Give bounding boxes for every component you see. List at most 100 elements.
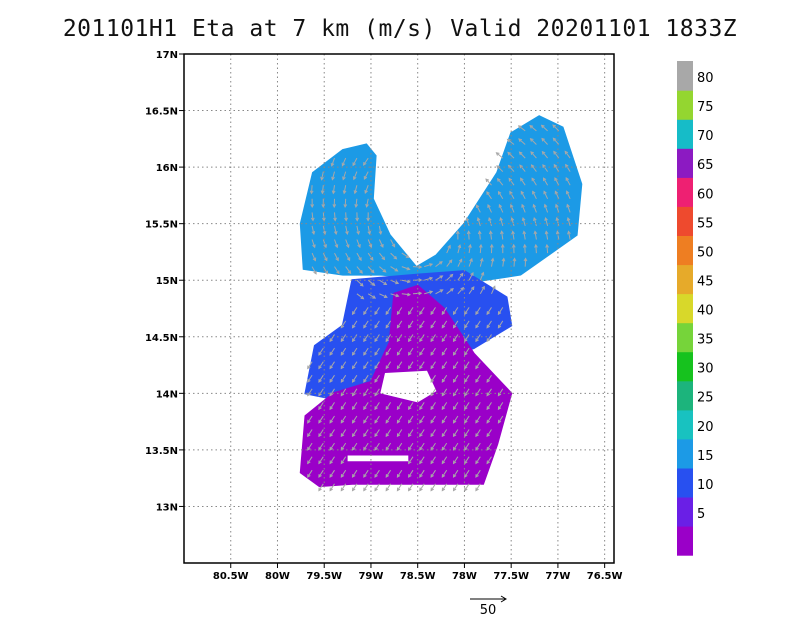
y-tick-label: 15N <box>156 276 178 287</box>
wind-vector <box>430 402 436 411</box>
colorbar-segment <box>677 409 693 440</box>
wind-vector <box>497 402 504 411</box>
wind-vector <box>363 415 369 424</box>
wind-vector <box>396 469 403 478</box>
colorbar-label: 65 <box>697 158 714 173</box>
wind-vector <box>351 483 358 492</box>
wind-vector <box>333 225 338 236</box>
wind-vector <box>464 374 470 383</box>
wind-vector <box>475 469 481 478</box>
wind-vector <box>345 252 351 262</box>
y-tick-label: 17N <box>156 50 178 61</box>
wind-vector <box>501 257 506 267</box>
wind-vector <box>452 388 459 397</box>
wind-vector <box>351 361 358 370</box>
wind-vector <box>486 191 492 200</box>
wind-vector <box>545 243 550 254</box>
wind-vector <box>475 483 481 492</box>
wind-vector <box>345 225 349 236</box>
wind-vector <box>363 442 369 451</box>
wind-vector <box>385 307 392 316</box>
wind-vector <box>321 198 326 209</box>
wind-vector <box>320 171 324 181</box>
wind-vector <box>408 347 414 356</box>
colorbar-segment <box>677 119 693 149</box>
wind-vector <box>363 334 369 343</box>
wind-vector <box>307 388 313 397</box>
wind-vector <box>430 469 436 478</box>
wind-vector <box>564 150 571 159</box>
x-tick-label: 78W <box>452 571 477 582</box>
wind-vector <box>367 293 377 299</box>
wind-vector <box>497 190 504 200</box>
wind-vector <box>355 212 360 222</box>
wind-vector <box>374 347 380 356</box>
x-tick-label: 79W <box>358 571 383 582</box>
wind-vector <box>329 456 335 465</box>
wind-vector <box>311 266 317 275</box>
wind-vector <box>374 320 380 329</box>
wind-vector <box>522 243 527 254</box>
wind-vector <box>475 415 481 424</box>
colorbar-segment <box>677 235 693 266</box>
wind-vector <box>329 402 335 411</box>
wind-vector <box>441 307 448 316</box>
wind-vector <box>318 415 324 424</box>
wind-vector <box>497 388 504 397</box>
wind-vector <box>408 334 414 343</box>
wind-vector <box>489 243 494 254</box>
wind-vector <box>475 429 481 438</box>
wind-vector <box>363 429 369 438</box>
wind-vector <box>441 320 448 329</box>
wind-vector <box>540 124 548 132</box>
wind-vector <box>307 374 313 383</box>
wind-vector <box>435 289 444 295</box>
wind-vector <box>498 203 504 213</box>
wind-vector <box>363 402 369 411</box>
wind-vector <box>307 415 313 424</box>
wind-vector <box>385 429 392 438</box>
wind-vector <box>430 307 436 316</box>
x-tick-label: 77.5W <box>493 571 529 582</box>
wind-vector <box>419 334 425 343</box>
wind-vector <box>495 152 504 159</box>
wind-vector <box>441 374 448 383</box>
wind-vector <box>332 198 337 209</box>
wind-vector <box>452 347 459 356</box>
colorbar-segment <box>677 90 693 120</box>
colorbar-segment <box>677 438 693 469</box>
wind-vector <box>464 361 470 370</box>
wind-vector <box>356 279 364 287</box>
wind-vector <box>479 285 485 295</box>
wind-vector <box>519 164 526 172</box>
wind-vector <box>529 124 537 132</box>
colorbar-segment <box>677 148 693 178</box>
colorbar-label: 50 <box>697 245 714 260</box>
x-tick-label: 78.5W <box>400 571 436 582</box>
wind-vector <box>385 402 392 411</box>
lat-lon-grid <box>184 53 614 563</box>
wind-vector <box>490 257 495 267</box>
wind-vector <box>401 252 410 259</box>
wind-vector <box>477 230 482 240</box>
wind-vector <box>341 157 347 167</box>
wind-vector <box>412 291 423 296</box>
wind-vector <box>340 361 347 370</box>
y-tick-label: 13N <box>156 502 178 513</box>
y-tick-label: 14N <box>156 389 178 400</box>
wind-vector <box>435 275 444 281</box>
wind-vector <box>379 293 388 298</box>
wind-vector <box>310 198 315 209</box>
wind-vector <box>476 217 481 227</box>
wind-vector <box>475 456 481 465</box>
wind-vector <box>343 198 348 209</box>
wind-vector <box>408 320 414 329</box>
wind-vector <box>329 429 335 438</box>
wind-vector <box>554 177 560 186</box>
wind-vector <box>363 171 369 180</box>
wind-vector <box>430 415 436 424</box>
wind-vector <box>396 334 403 343</box>
wind-vector <box>367 279 376 286</box>
y-tick-label: 14.5N <box>145 333 178 344</box>
wind-vector <box>340 334 347 343</box>
